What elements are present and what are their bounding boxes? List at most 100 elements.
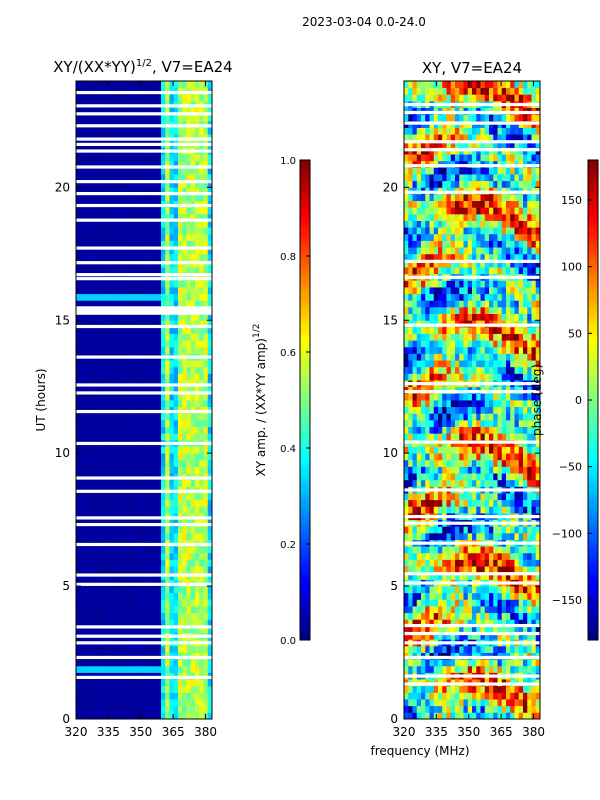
heatmap-cell: [195, 599, 200, 607]
heatmap-cell: [118, 240, 124, 248]
heatmap-cell: [101, 612, 107, 620]
heatmap-cell: [514, 705, 520, 713]
heatmap-cell: [207, 373, 213, 381]
heatmap-cell: [76, 599, 81, 607]
heatmap-cell: [186, 599, 192, 607]
heatmap-cell: [480, 459, 486, 467]
heatmap-cell: [527, 419, 532, 427]
heatmap-cell: [114, 645, 119, 653]
heatmap-cell: [506, 353, 511, 361]
heatmap-cell: [484, 353, 490, 361]
heatmap-cell: [186, 446, 192, 454]
heatmap-cell: [161, 247, 166, 255]
heatmap-cell: [135, 213, 141, 221]
heatmap-cell: [203, 160, 209, 168]
heatmap-cell: [506, 393, 511, 401]
heatmap-cell: [84, 599, 90, 607]
heatmap-cell: [80, 625, 85, 634]
heatmap-cell: [501, 473, 507, 481]
heatmap-cell: [139, 705, 145, 713]
heatmap-cell: [93, 227, 98, 235]
heatmap-cell: [463, 433, 469, 441]
heatmap-cell: [446, 493, 452, 501]
heatmap-cell: [169, 240, 175, 248]
heatmap-cell: [101, 400, 107, 408]
heatmap-cell: [480, 479, 486, 487]
heatmap-cell: [105, 180, 111, 188]
heatmap-cell: [182, 207, 187, 215]
heatmap-cell: [131, 267, 136, 275]
heatmap-cell: [199, 187, 204, 195]
heatmap-cell: [412, 459, 418, 467]
heatmap-cell: [523, 459, 528, 467]
heatmap-cell: [518, 426, 524, 434]
heatmap-cell: [148, 107, 153, 115]
heatmap-cell: [118, 127, 124, 135]
heatmap-cell: [408, 699, 413, 707]
heatmap-cell: [493, 552, 498, 560]
heatmap-cell: [161, 393, 166, 401]
heatmap-cell: [514, 340, 520, 348]
heatmap-cell: [450, 619, 456, 627]
heatmap-cell: [438, 459, 443, 467]
heatmap-cell: [455, 393, 460, 401]
heatmap-cell: [416, 360, 422, 368]
heatmap-cell: [105, 493, 111, 501]
heatmap-cell: [169, 333, 175, 341]
heatmap-cell: [446, 526, 452, 534]
heatmap-cell: [148, 419, 153, 427]
heatmap-cell: [127, 180, 132, 188]
heatmap-cell: [446, 552, 452, 560]
heatmap-cell: [446, 433, 452, 441]
heatmap-cell: [173, 393, 179, 401]
heatmap-cell: [161, 220, 166, 228]
heatmap-cell: [408, 360, 413, 368]
heatmap-cell: [173, 499, 179, 507]
heatmap-cell: [148, 665, 153, 673]
heatmap-cell: [144, 193, 149, 202]
heatmap-cell: [476, 712, 481, 720]
heatmap-cell: [93, 287, 98, 295]
heatmap-cell: [446, 559, 452, 567]
heatmap-cell: [110, 160, 115, 168]
heatmap-cell: [84, 373, 90, 381]
heatmap-cell: [455, 406, 460, 414]
heatmap-cell: [408, 586, 413, 594]
heatmap-cell: [80, 559, 85, 567]
heatmap-cell: [178, 227, 183, 235]
heatmap-cell: [178, 619, 183, 627]
heatmap-cell: [412, 599, 418, 607]
heatmap-cell: [110, 499, 115, 507]
heatmap-cell: [182, 625, 187, 634]
heatmap-cell: [144, 81, 149, 89]
heatmap-cell: [80, 340, 85, 348]
heatmap-cell: [186, 81, 192, 89]
heatmap-cell: [518, 645, 524, 653]
heatmap-cell: [105, 659, 111, 667]
heatmap-cell: [518, 453, 524, 461]
heatmap-cell: [114, 207, 119, 215]
heatmap-cell: [501, 645, 507, 653]
heatmap-cell: [97, 606, 102, 614]
heatmap-cell: [76, 300, 81, 308]
heatmap-cell: [97, 386, 102, 394]
heatmap-cell: [497, 599, 503, 607]
heatmap-cell: [506, 466, 511, 474]
heatmap-cell: [186, 174, 192, 182]
heatmap-cell: [527, 625, 532, 634]
heatmap-cell: [178, 546, 183, 554]
heatmap-cell: [416, 532, 422, 540]
flagged-gap-row: [76, 261, 212, 265]
heatmap-cell: [467, 373, 473, 381]
heatmap-cell: [207, 366, 213, 374]
heatmap-cell: [148, 659, 153, 667]
heatmap-cell: [165, 645, 170, 653]
heatmap-cell: [169, 546, 175, 554]
heatmap-cell: [472, 599, 477, 607]
heatmap-cell: [152, 712, 158, 720]
heatmap-cell: [207, 240, 213, 248]
heatmap-cell: [459, 400, 464, 408]
heatmap-cell: [161, 705, 166, 713]
heatmap-cell: [114, 81, 119, 89]
